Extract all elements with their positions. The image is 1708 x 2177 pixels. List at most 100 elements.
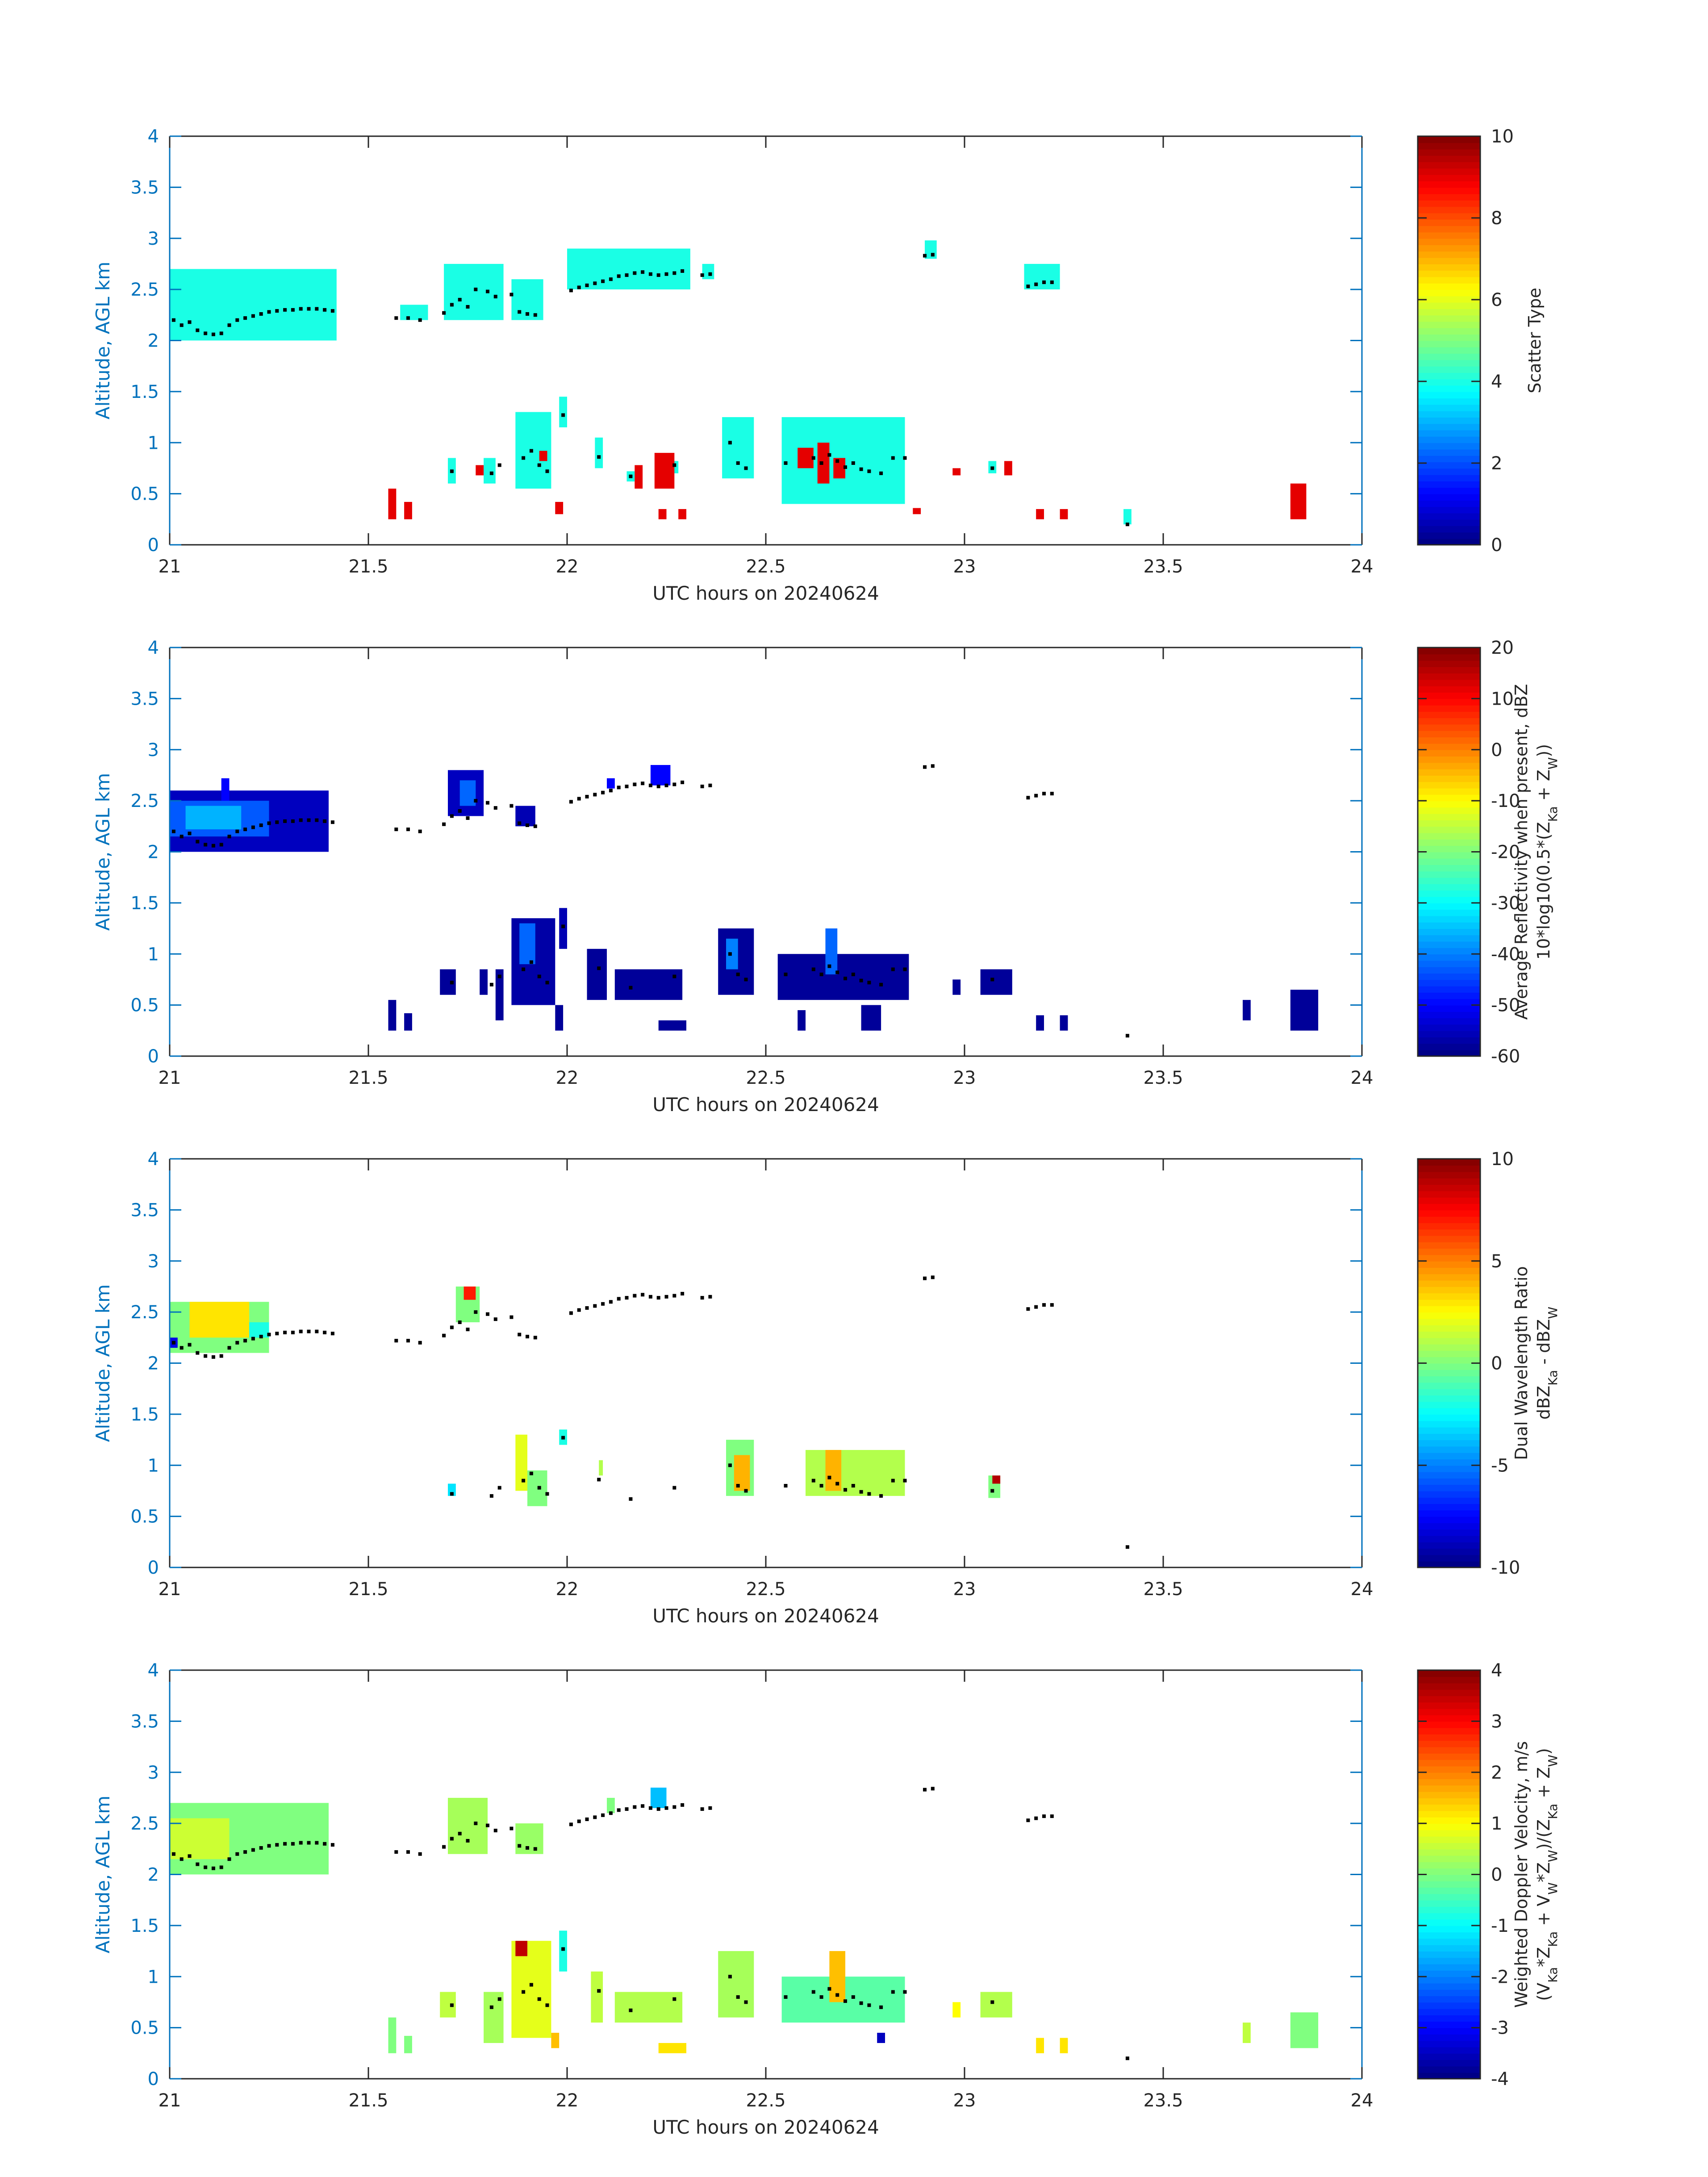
x-tick-label: 24 — [1351, 556, 1374, 577]
cloud-base-point — [188, 320, 192, 324]
cloud-base-point — [529, 449, 533, 453]
colorbar-step — [1418, 1964, 1480, 1971]
data-cell — [1060, 509, 1068, 519]
cloud-base-point — [171, 1852, 175, 1856]
colorbar-step — [1418, 1178, 1480, 1185]
y-tick-label: 1.5 — [130, 382, 159, 402]
cloud-base-point — [867, 2003, 871, 2007]
y-tick-label: 0 — [148, 535, 159, 556]
y-tick-label: 0.5 — [130, 2018, 159, 2039]
cloud-base-point — [844, 465, 847, 469]
cloud-base-point — [561, 924, 565, 928]
colorbar-tick-label: 0 — [1491, 535, 1502, 556]
cloud-base-point — [879, 982, 883, 986]
data-cell — [654, 453, 675, 489]
colorbar-step — [1418, 1171, 1480, 1178]
cloud-base-point — [629, 1497, 633, 1501]
colorbar-step — [1418, 1350, 1480, 1358]
cloud-base-point — [700, 785, 704, 789]
colorbar-step — [1418, 232, 1480, 239]
cloud-base-point — [990, 466, 994, 470]
cloud-base-point — [458, 298, 462, 301]
cloud-base-point — [509, 1826, 514, 1830]
colorbar-step — [1418, 340, 1480, 347]
cloud-base-point — [196, 1862, 200, 1866]
cloud-base-point — [1034, 794, 1038, 798]
cloud-base-point — [1042, 280, 1046, 284]
colorbar-step — [1418, 1887, 1480, 1894]
cloud-base-point — [859, 2001, 863, 2005]
cloud-base-point — [243, 316, 247, 320]
cloud-base-point — [418, 1341, 422, 1345]
colorbar-step — [1418, 718, 1480, 725]
colorbar-step — [1418, 698, 1480, 706]
cloud-base-point — [827, 453, 831, 457]
cloud-base-point — [299, 1841, 303, 1845]
colorbar-step — [1418, 1906, 1480, 1914]
data-cell — [913, 508, 921, 514]
cloud-base-point — [844, 977, 847, 981]
x-tick-label: 22 — [556, 1579, 579, 1600]
cloud-base-point — [196, 840, 200, 844]
cloud-base-point — [529, 1983, 533, 1987]
data-cell — [519, 923, 535, 965]
cloud-base-point — [323, 1842, 327, 1846]
y-tick-label: 1 — [148, 1455, 159, 1476]
colorbar-step — [1418, 781, 1480, 789]
x-tick-label: 23.5 — [1143, 2090, 1183, 2111]
cloud-base-point — [819, 1484, 823, 1488]
cloud-base-point — [744, 1489, 748, 1493]
cloud-base-point — [529, 1471, 533, 1475]
x-tick-label: 21.5 — [348, 2090, 388, 2111]
cloud-base-point — [406, 827, 410, 832]
cloud-base-point — [844, 1999, 847, 2003]
data-cell — [678, 509, 686, 519]
colorbar-step — [1418, 1932, 1480, 1939]
colorbar-frame — [1417, 135, 1481, 546]
cloud-base-point — [196, 328, 200, 332]
cloud-base-point — [474, 288, 478, 292]
colorbar-tick-label: 10 — [1491, 126, 1514, 147]
colorbar: -10 -5 0 5 10 Dual Wavelength Ratio dBZKa - dB… — [1417, 1149, 1560, 1578]
cloud-base-point — [251, 825, 255, 829]
y-tick-label: 2.5 — [130, 791, 159, 811]
cloud-base-point — [859, 978, 863, 982]
colorbar-step — [1418, 309, 1480, 316]
colorbar-step — [1418, 327, 1480, 335]
colorbar-step — [1418, 788, 1480, 795]
cloud-base-point — [1026, 1307, 1030, 1311]
y-tick-label: 1 — [148, 433, 159, 453]
cloud-base-point — [923, 765, 927, 769]
cloud-base-point — [442, 1845, 446, 1849]
data-cell — [718, 1951, 754, 2018]
colorbar-step — [1418, 1159, 1480, 1166]
colorbar-tick-label: -40 — [1491, 944, 1520, 965]
colorbar-step — [1418, 257, 1480, 264]
x-tick-label: 21.5 — [348, 1068, 388, 1088]
cloud-base-point — [315, 1329, 319, 1333]
panel-dwr: 21 21.5 22 22.5 23 23.5 2400.511.522.533.54UTC… — [92, 1149, 1560, 1627]
cloud-base-point — [656, 785, 660, 789]
data-cell — [980, 969, 1012, 995]
colorbar-step — [1418, 2053, 1480, 2060]
cloud-base-point — [744, 466, 748, 470]
data-cell — [635, 465, 643, 489]
y-tick-label: 1 — [148, 1967, 159, 1987]
colorbar-step — [1418, 1772, 1480, 1780]
colorbar-step — [1418, 1337, 1480, 1345]
colorbar-step — [1418, 1951, 1480, 1958]
cloud-base-point — [851, 973, 855, 976]
colorbar-step — [1418, 538, 1480, 545]
cloud-base-point — [450, 1492, 454, 1496]
cloud-base-point — [171, 1341, 175, 1345]
cloud-base-point — [744, 978, 748, 982]
colorbar-step — [1418, 941, 1480, 948]
colorbar-step — [1418, 1779, 1480, 1786]
colorbar-step — [1418, 430, 1480, 437]
colorbar-step — [1418, 226, 1480, 233]
cloud-base-point — [204, 331, 208, 335]
cloud-base-point — [493, 1317, 497, 1321]
cloud-base-point — [458, 809, 462, 813]
cloud-base-point — [633, 271, 637, 275]
y-tick-label: 2 — [148, 331, 159, 351]
